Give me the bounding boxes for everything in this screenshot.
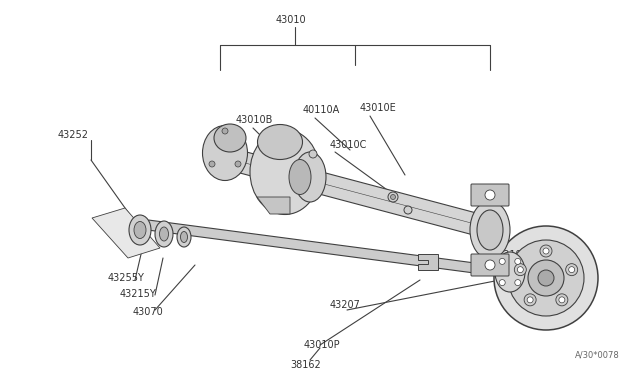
Ellipse shape [470,201,510,259]
Circle shape [556,294,568,306]
Circle shape [540,245,552,257]
Text: 43010C: 43010C [330,140,367,150]
Polygon shape [418,254,438,270]
Circle shape [390,195,396,199]
Circle shape [515,259,521,264]
Ellipse shape [129,215,151,245]
Circle shape [485,190,495,200]
Circle shape [222,128,228,134]
Circle shape [309,150,317,158]
Circle shape [524,294,536,306]
Circle shape [538,270,554,286]
Text: 43252: 43252 [58,130,89,140]
Polygon shape [257,197,290,214]
Polygon shape [92,208,160,258]
Polygon shape [212,144,493,238]
Circle shape [517,267,524,273]
Ellipse shape [257,125,303,160]
FancyBboxPatch shape [471,254,509,276]
Text: 43010: 43010 [276,15,307,25]
Text: 43070: 43070 [133,307,164,317]
Text: 43219: 43219 [492,250,523,260]
Circle shape [485,260,495,270]
Ellipse shape [134,221,146,238]
Text: 38162: 38162 [290,360,321,370]
Text: 43215Y: 43215Y [120,289,157,299]
Text: 43255Y: 43255Y [108,273,145,283]
Ellipse shape [294,152,326,202]
Ellipse shape [289,160,311,195]
Circle shape [235,161,241,167]
Circle shape [499,259,505,264]
Ellipse shape [250,129,320,215]
Ellipse shape [214,124,246,152]
Text: 43010B: 43010B [236,115,273,125]
Text: 43010E: 43010E [360,103,397,113]
Circle shape [499,280,505,286]
Circle shape [527,297,533,303]
FancyBboxPatch shape [471,184,509,206]
Circle shape [515,280,521,286]
Ellipse shape [180,231,188,243]
Text: 40110A: 40110A [303,105,340,115]
Ellipse shape [495,252,525,292]
Circle shape [494,226,598,330]
Ellipse shape [177,227,191,247]
Circle shape [566,264,578,276]
Circle shape [543,248,549,254]
Ellipse shape [202,125,248,180]
Text: 43010P: 43010P [304,340,340,350]
Ellipse shape [155,221,173,247]
Circle shape [559,297,565,303]
Circle shape [528,260,564,296]
Circle shape [515,264,526,276]
Ellipse shape [477,210,503,250]
Circle shape [209,161,215,167]
Circle shape [508,240,584,316]
Circle shape [388,192,398,202]
Circle shape [569,267,575,273]
Text: A/30*0078: A/30*0078 [575,351,620,360]
Polygon shape [147,220,506,277]
Circle shape [404,206,412,214]
Text: 43207: 43207 [330,300,361,310]
Ellipse shape [159,227,168,241]
